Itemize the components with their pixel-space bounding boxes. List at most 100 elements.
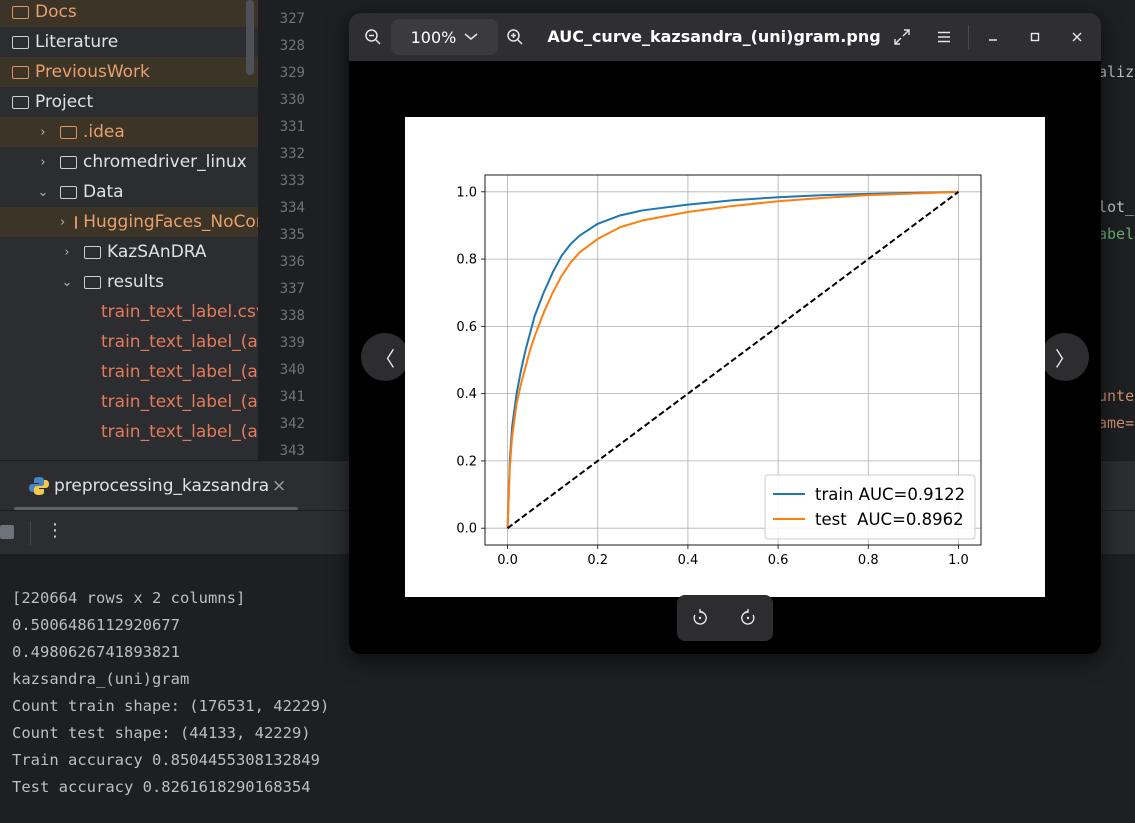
line-number: 339 <box>279 335 305 351</box>
chevron-right-icon[interactable]: › <box>60 214 66 230</box>
folder-icon <box>12 95 29 109</box>
console-line: Count train shape: (176531, 42229) <box>12 697 330 715</box>
rotate-left-icon[interactable] <box>689 607 711 629</box>
tree-item-label: train_text_label_(al <box>101 392 258 412</box>
close-window-icon[interactable] <box>1065 25 1089 49</box>
folder-icon <box>12 65 29 79</box>
console-line: 0.4980626741893821 <box>12 643 180 661</box>
code-fragment: lot_ <box>1098 198 1135 216</box>
tree-item[interactable]: › .idea <box>0 117 258 147</box>
tree-item-label: chromedriver_linux <box>83 152 247 172</box>
tree-item[interactable]: › chromedriver_linux <box>0 147 258 177</box>
x-tick-label: 1.0 <box>948 553 969 568</box>
image-viewer-window: 100% AUC_curve_kazsandra_(uni)gram.png 〈… <box>349 13 1101 654</box>
folder-icon <box>60 185 77 199</box>
rotate-toolbar <box>677 595 773 641</box>
line-number: 327 <box>279 11 305 27</box>
previous-image-button[interactable]: 〈 <box>361 333 409 381</box>
close-icon[interactable]: × <box>272 476 287 496</box>
tree-item[interactable]: ⌄ Data <box>0 177 258 207</box>
code-fragment: abel <box>1098 225 1135 243</box>
line-number: 331 <box>279 119 305 135</box>
chevron-right-icon[interactable]: › <box>40 154 46 170</box>
tree-item[interactable]: train_text_label_(al <box>0 327 258 357</box>
code-fragment: aliz <box>1098 63 1135 81</box>
header-divider <box>968 25 969 49</box>
tree-item[interactable]: train_text_label_(al <box>0 417 258 447</box>
series-line <box>506 190 959 529</box>
auc-chart: 0.0 0.2 0.4 0.6 0.8 1.0 0.0 0.2 0.4 0.6 0.8 1.0 trai… <box>456 174 982 568</box>
folder-icon <box>60 125 77 139</box>
minimize-icon[interactable] <box>981 25 1005 49</box>
line-number: 336 <box>279 254 305 270</box>
chevron-right-icon: 〉 <box>1055 346 1075 371</box>
viewer-header: 100% AUC_curve_kazsandra_(uni)gram.png <box>349 13 1101 61</box>
tree-item[interactable]: Literature <box>0 27 258 57</box>
chevron-left-icon: 〈 <box>375 346 395 371</box>
line-number: 337 <box>279 281 305 297</box>
more-vertical-icon[interactable]: ⋮ <box>46 520 64 541</box>
x-tick-label: 0.2 <box>587 553 608 568</box>
python-icon <box>28 475 50 497</box>
run-tab-label[interactable]: preprocessing_kazsandra <box>54 476 270 496</box>
legend-label: test AUC=0.8962 <box>815 510 964 529</box>
chevron-down-icon <box>464 33 478 40</box>
chevron-down-icon[interactable]: ⌄ <box>61 274 73 290</box>
tree-item-label: Data <box>83 182 124 202</box>
project-tree: Docs Literature PreviousWork Project › .idea ›… <box>0 0 258 460</box>
tree-item-label: results <box>107 272 164 292</box>
run-tab-underline <box>14 507 298 511</box>
code-fragment: ame= <box>1098 414 1135 432</box>
tree-item[interactable]: Docs <box>0 0 258 27</box>
tree-item[interactable]: train_text_label_(al <box>0 387 258 417</box>
tree-item[interactable]: Project <box>0 87 258 117</box>
chevron-right-icon[interactable]: › <box>64 244 70 260</box>
tree-scrollbar[interactable] <box>246 0 254 75</box>
y-tick-label: 0.4 <box>456 387 477 402</box>
tree-item[interactable]: › KazSAnDRA <box>0 237 258 267</box>
zoom-level: 100% <box>410 27 457 47</box>
y-tick-label: 0.2 <box>456 454 477 469</box>
y-tick-label: 0.6 <box>456 320 477 335</box>
chevron-right-icon[interactable]: › <box>40 124 46 140</box>
folder-icon <box>60 155 77 169</box>
tree-item[interactable]: ⌄ results <box>0 267 258 297</box>
line-number: 341 <box>279 389 305 405</box>
image-canvas: 0.0 0.2 0.4 0.6 0.8 1.0 0.0 0.2 0.4 0.6 0.8 1.0 trai… <box>405 117 1045 597</box>
zoom-out-icon[interactable] <box>361 25 385 49</box>
line-number: 329 <box>279 65 305 81</box>
line-number: 343 <box>279 443 305 459</box>
editor-gutter: 327 328 329 330 331 332 333 334 335 336 337 338 339 3… <box>258 0 320 460</box>
code-fragment: unte <box>1098 387 1135 405</box>
legend-label: train AUC=0.9122 <box>815 485 965 504</box>
console-line: Count test shape: (44133, 42229) <box>12 724 311 742</box>
line-number: 342 <box>279 416 305 432</box>
legend-box <box>764 474 976 540</box>
maximize-icon[interactable] <box>1023 25 1047 49</box>
tree-item-label: train_text_label_(al <box>101 332 258 352</box>
next-image-button[interactable]: 〉 <box>1041 333 1089 381</box>
console-line: [220664 rows x 2 columns] <box>12 589 246 607</box>
tree-item-label: train_text_label_(al <box>101 422 258 442</box>
folder-icon <box>84 275 101 289</box>
line-number: 334 <box>279 200 305 216</box>
menu-icon[interactable] <box>932 25 956 49</box>
y-tick-label: 0.8 <box>456 253 477 268</box>
line-number: 333 <box>279 173 305 189</box>
rotate-right-icon[interactable] <box>737 607 759 629</box>
x-tick-label: 0.6 <box>768 553 789 568</box>
tree-item[interactable]: train_text_label_(al <box>0 357 258 387</box>
chevron-down-icon[interactable]: ⌄ <box>37 184 49 200</box>
zoom-in-icon[interactable] <box>503 25 527 49</box>
tree-item[interactable]: train_text_label.csv <box>0 297 258 327</box>
tree-item-label: Docs <box>35 2 77 22</box>
tree-item[interactable]: PreviousWork <box>0 57 258 87</box>
toolbar-divider <box>30 521 31 545</box>
console-line: 0.5006486112920677 <box>12 616 180 634</box>
stop-icon[interactable] <box>0 525 14 539</box>
tree-item[interactable]: › HuggingFaces_NoCom <box>0 207 258 237</box>
zoom-selector[interactable]: 100% <box>391 19 498 55</box>
fullscreen-icon[interactable] <box>890 25 914 49</box>
tree-item-label: PreviousWork <box>35 62 150 82</box>
tree-item-label: train_text_label_(al <box>101 362 258 382</box>
